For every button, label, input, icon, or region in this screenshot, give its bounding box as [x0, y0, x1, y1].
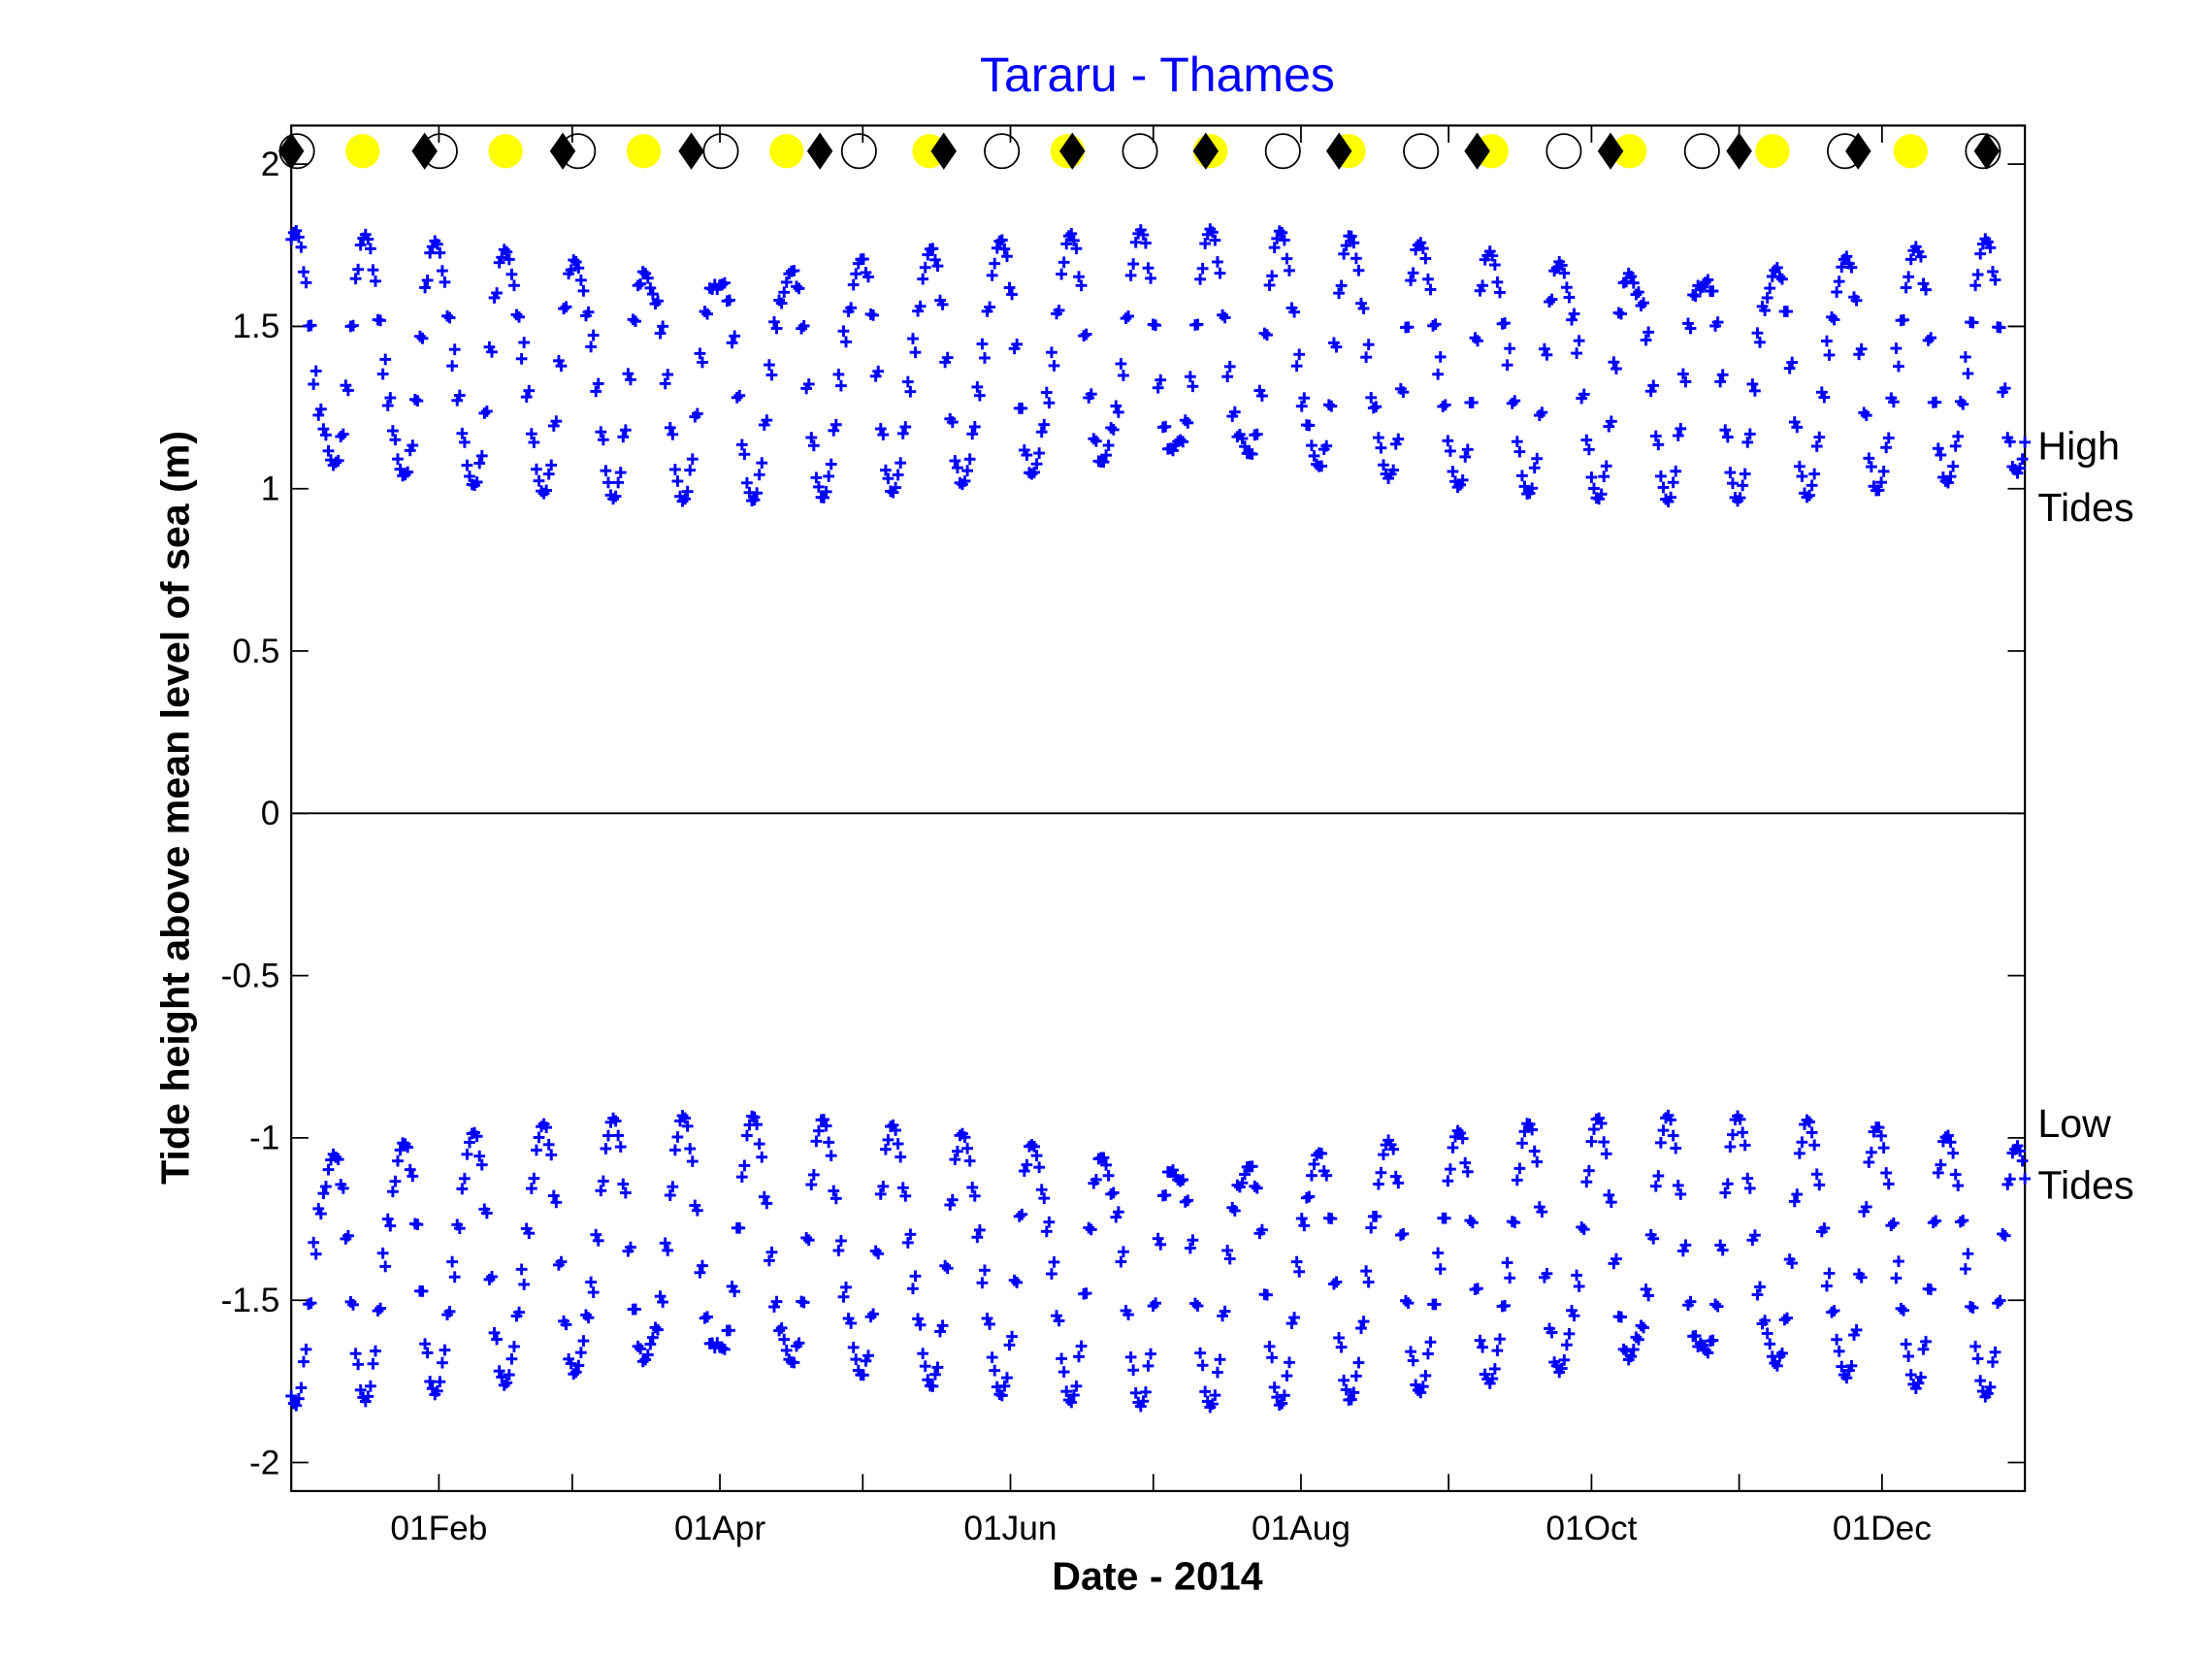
perigee-diamond-icon — [930, 132, 958, 170]
low-tides-label-line1: Low — [2037, 1101, 2111, 1146]
perigee-diamond-icon — [1845, 132, 1871, 170]
perigee-diamond-icon — [1325, 132, 1352, 170]
y-tick-label: 2 — [261, 146, 280, 183]
x-tick-label: 01Feb — [390, 1510, 487, 1547]
chart-title: Tararu - Thames — [980, 48, 1335, 102]
y-axis-label: Tide height above mean level of sea (m) — [152, 431, 197, 1185]
low-tide-series — [285, 1109, 2032, 1414]
x-tick-label: 01Apr — [674, 1510, 765, 1547]
x-tick-label: 01Dec — [1833, 1510, 1932, 1547]
full-moon-icon — [626, 134, 662, 169]
x-tick-label: 01Jun — [963, 1510, 1057, 1547]
new-moon-icon — [840, 133, 877, 170]
y-tick-label: -0.5 — [221, 957, 280, 994]
full-moon-icon — [1755, 134, 1790, 169]
perigee-diamond-icon — [549, 132, 576, 170]
new-moon-icon — [1403, 133, 1440, 170]
high-tides-label-line2: Tides — [2037, 485, 2133, 530]
high-tide-series — [285, 223, 2032, 507]
full-moon-icon — [1893, 134, 1928, 169]
y-tick-label: 1.5 — [232, 308, 279, 345]
full-moon-icon — [345, 134, 380, 169]
new-moon-icon — [1122, 133, 1158, 170]
new-moon-icon — [1683, 133, 1720, 170]
y-tick-label: 0.5 — [232, 633, 279, 670]
full-moon-icon — [1612, 134, 1647, 169]
perigee-diamond-icon — [678, 132, 704, 170]
full-moon-icon — [488, 134, 523, 169]
plot-frame — [290, 124, 2027, 1493]
y-tick-label: 1 — [261, 470, 280, 507]
perigee-diamond-icon — [806, 132, 833, 170]
x-axis-label: Date - 2014 — [1052, 1553, 1263, 1598]
y-tick-label: -1.5 — [221, 1282, 280, 1319]
x-tick-label: 01Oct — [1545, 1510, 1637, 1547]
new-moon-icon — [984, 133, 1021, 170]
full-moon-icon — [769, 134, 804, 169]
x-tick-label: 01Aug — [1252, 1510, 1350, 1547]
y-tick-label: 0 — [261, 795, 280, 832]
high-tides-label-line1: High — [2037, 424, 2120, 469]
low-tides-label-line2: Tides — [2037, 1162, 2133, 1207]
y-tick-label: -1 — [249, 1120, 279, 1157]
perigee-diamond-icon — [1192, 132, 1220, 170]
new-moon-icon — [1264, 133, 1301, 170]
y-tick-label: -2 — [249, 1444, 279, 1481]
perigee-diamond-icon — [1464, 132, 1490, 170]
plot-area: 2 1.5 1 0.5 0 -0.5 -1 -1.5 -2 01Feb 01Apr 01Jun 01A… — [221, 124, 2032, 1547]
perigee-diamond-icon — [1973, 132, 2001, 170]
y-axis-ticks: 2 1.5 1 0.5 0 -0.5 -1 -1.5 -2 — [221, 146, 2026, 1481]
new-moon-icon — [1545, 133, 1582, 170]
new-moon-icon — [1965, 133, 2001, 170]
x-axis-ticks: 01Feb 01Apr 01Jun 01Aug 01Oct 01Dec — [390, 125, 1932, 1547]
